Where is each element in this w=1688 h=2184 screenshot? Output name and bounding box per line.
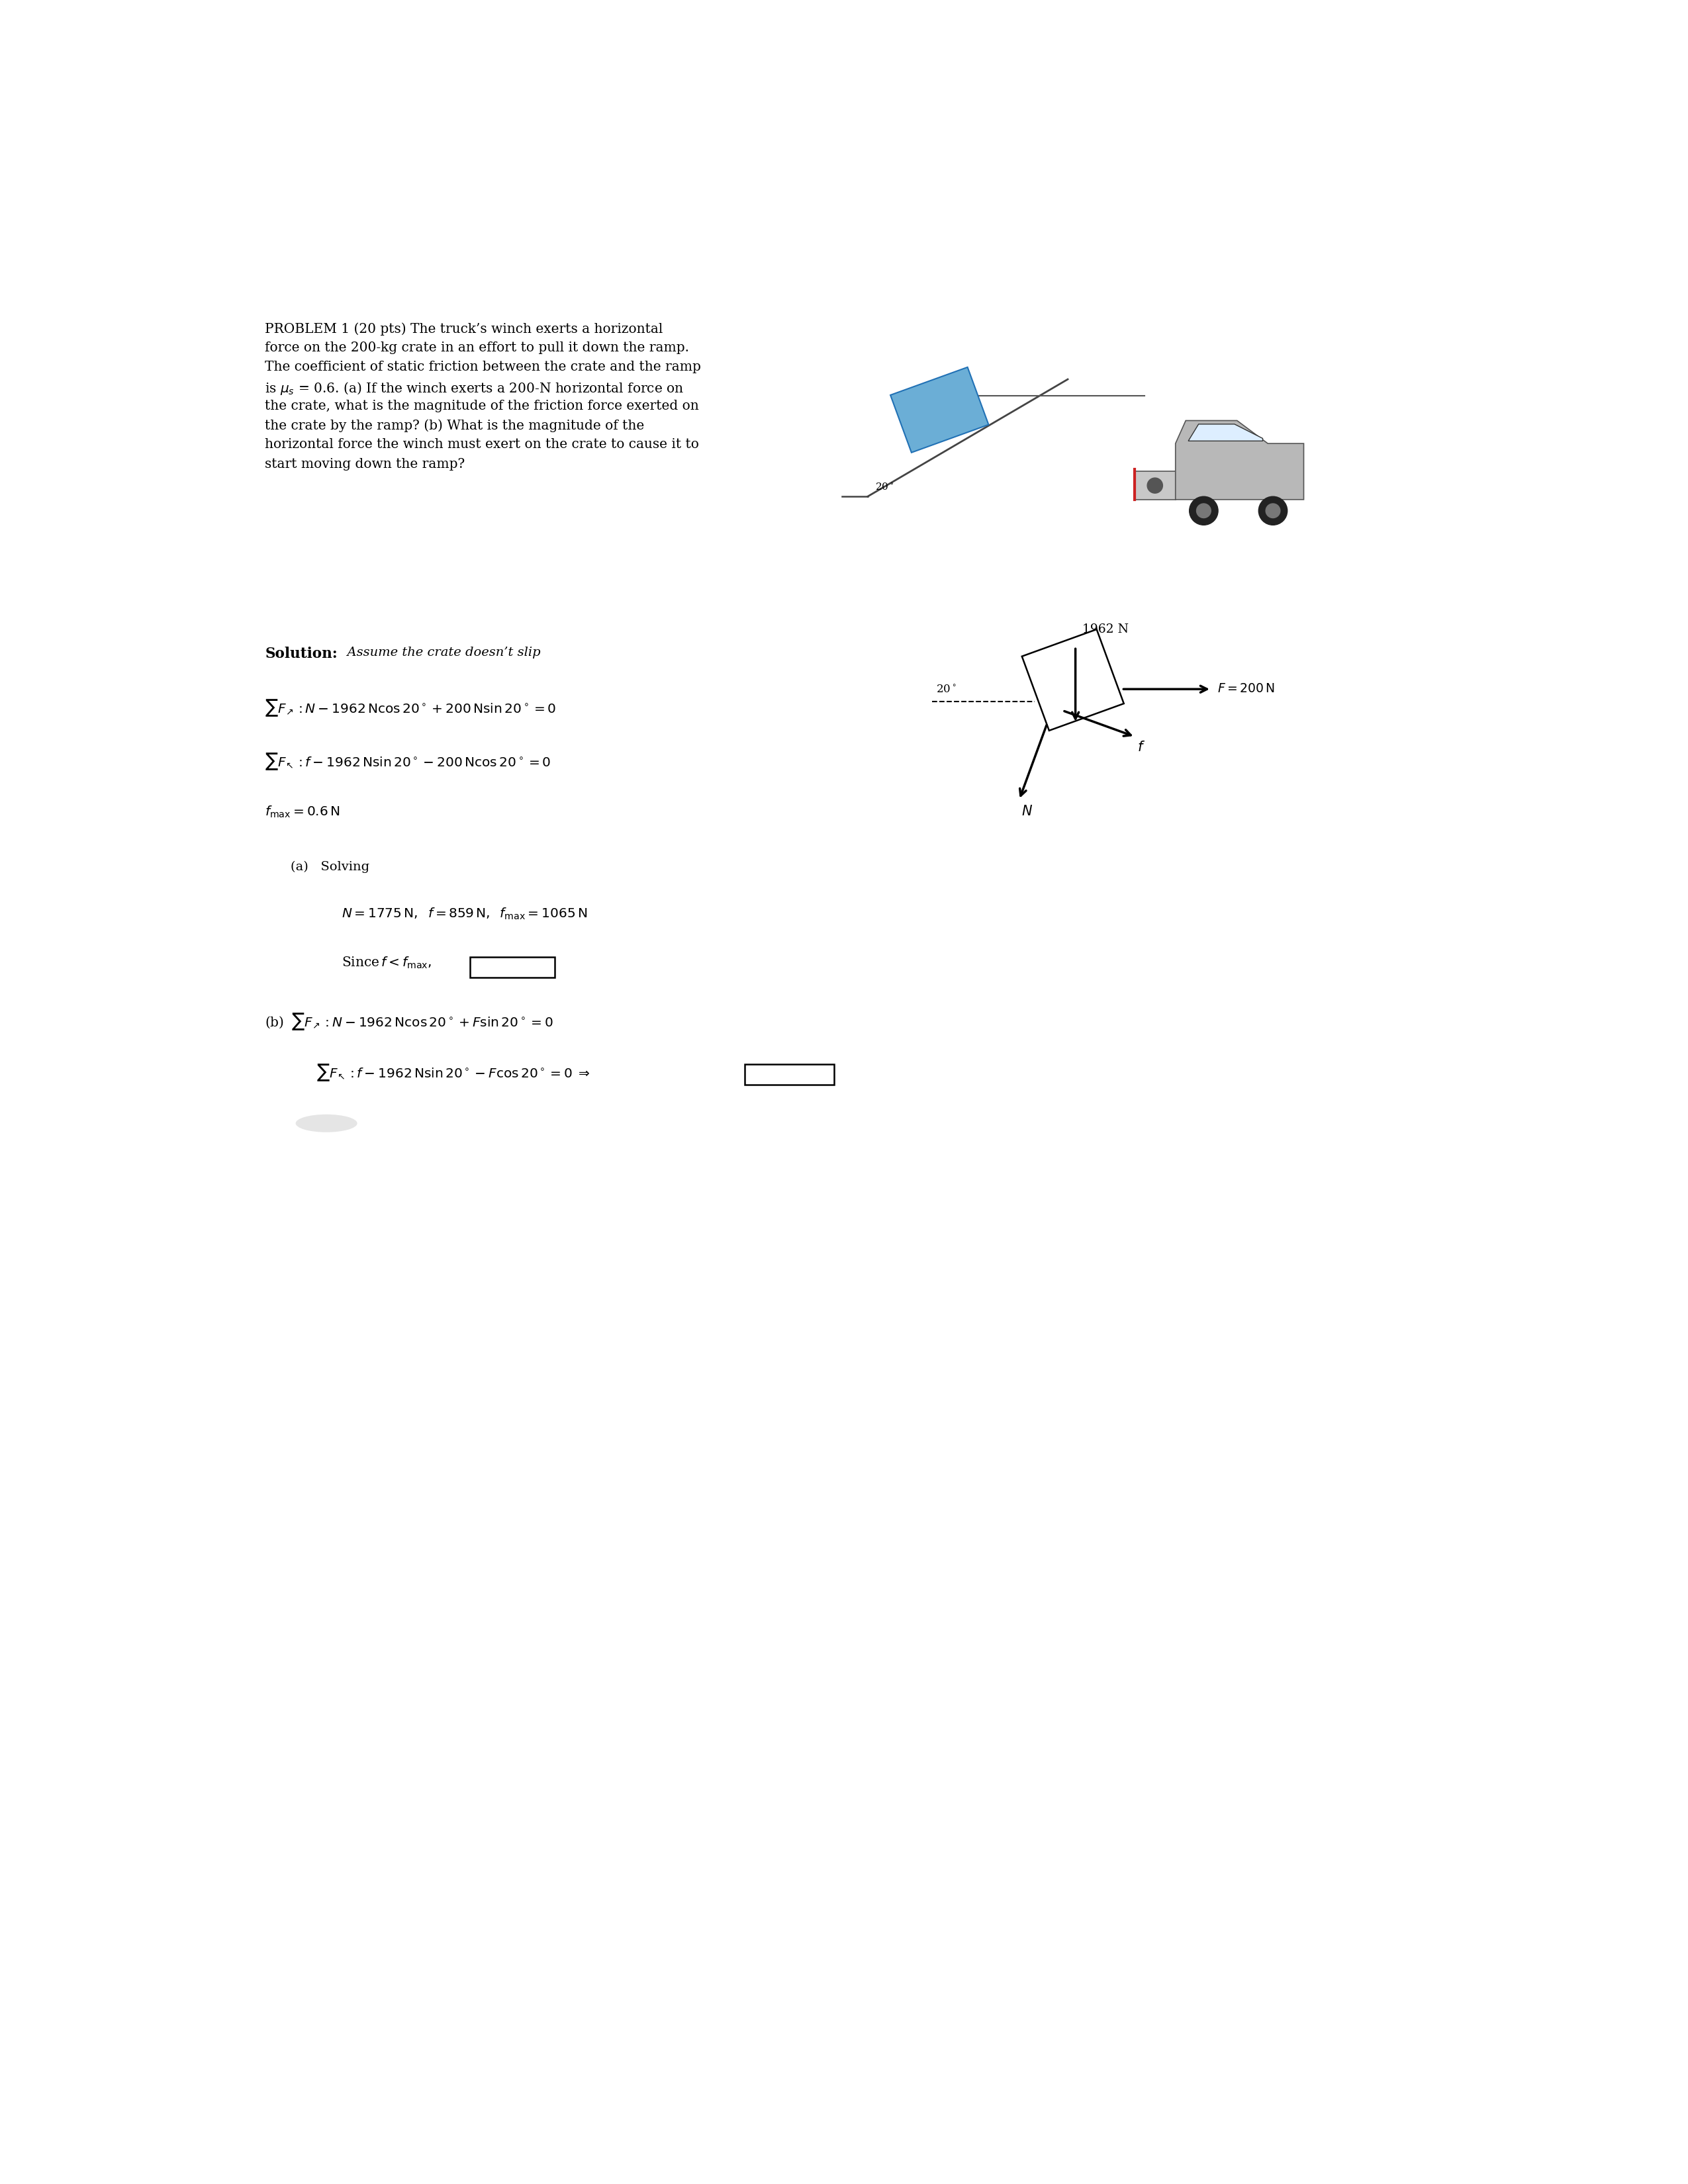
Text: $F = 380\,\mathrm{N}$: $F = 380\,\mathrm{N}$ — [758, 1068, 820, 1081]
Text: $N = 1775\,\mathrm{N},\;\; f = 859\,\mathrm{N},\;\; f_{\mathrm{max}} = 1065\,\ma: $N = 1775\,\mathrm{N},\;\; f = 859\,\mat… — [341, 906, 587, 922]
Text: force on the 200-kg crate in an effort to pull it down the ramp.: force on the 200-kg crate in an effort t… — [265, 341, 689, 354]
Text: the crate, what is the magnitude of the friction force exerted on: the crate, what is the magnitude of the … — [265, 400, 699, 413]
Text: $f = 859\,\mathrm{N}$: $f = 859\,\mathrm{N}$ — [483, 961, 542, 974]
Text: the crate by the ramp? (b) What is the magnitude of the: the crate by the ramp? (b) What is the m… — [265, 419, 645, 432]
Text: is $\mu_s$ = 0.6. (a) If the winch exerts a 200-N horizontal force on: is $\mu_s$ = 0.6. (a) If the winch exert… — [265, 380, 684, 395]
Text: start moving down the ramp?: start moving down the ramp? — [265, 459, 464, 470]
Polygon shape — [1134, 472, 1175, 500]
Circle shape — [1259, 496, 1288, 524]
Text: 1962 N: 1962 N — [1082, 622, 1129, 636]
Circle shape — [1266, 505, 1280, 518]
Text: PROBLEM 1 (20 pts) The truck’s winch exerts a horizontal: PROBLEM 1 (20 pts) The truck’s winch exe… — [265, 323, 663, 334]
Text: $\sum F_{\!\nwarrow} : f - 1962\,\mathrm{N}\sin 20^\circ - F\cos 20^\circ = 0 \;: $\sum F_{\!\nwarrow} : f - 1962\,\mathrm… — [316, 1061, 591, 1083]
Text: horizontal force the winch must exert on the crate to cause it to: horizontal force the winch must exert on… — [265, 439, 699, 450]
Text: $N$: $N$ — [1021, 806, 1033, 819]
Polygon shape — [1188, 424, 1263, 441]
Circle shape — [1148, 478, 1163, 494]
Text: (b) $\;\sum F_{\!\nearrow} : N - 1962\,\mathrm{N}\cos 20^\circ + F\sin 20^\circ : (b) $\;\sum F_{\!\nearrow} : N - 1962\,\… — [265, 1011, 554, 1031]
FancyBboxPatch shape — [469, 957, 555, 978]
Text: (a)   Solving: (a) Solving — [290, 860, 370, 874]
Text: $\sum F_{\!\nearrow} : N - 1962\,\mathrm{N}\cos 20^\circ + 200\,\mathrm{N}\sin 2: $\sum F_{\!\nearrow} : N - 1962\,\mathrm… — [265, 699, 557, 719]
Text: The coefficient of static friction between the crate and the ramp: The coefficient of static friction betwe… — [265, 360, 701, 373]
Polygon shape — [1021, 629, 1124, 732]
Text: 20$^\circ$: 20$^\circ$ — [876, 483, 895, 491]
Circle shape — [1197, 505, 1210, 518]
Polygon shape — [1175, 422, 1303, 500]
FancyBboxPatch shape — [744, 1064, 834, 1085]
Text: Since$\,f < f_{\mathrm{max}},$: Since$\,f < f_{\mathrm{max}},$ — [341, 954, 432, 970]
Text: $\sum F_{\!\nwarrow} : f - 1962\,\mathrm{N}\sin 20^\circ - 200\,\mathrm{N}\cos 2: $\sum F_{\!\nwarrow} : f - 1962\,\mathrm… — [265, 751, 550, 771]
Text: $f_{\mathrm{max}} = 0.6\,\mathrm{N}$: $f_{\mathrm{max}} = 0.6\,\mathrm{N}$ — [265, 806, 339, 819]
Circle shape — [1190, 496, 1219, 524]
Text: $F = 200\,\mathrm{N}$: $F = 200\,\mathrm{N}$ — [1217, 684, 1274, 695]
Ellipse shape — [295, 1114, 358, 1131]
Text: 20$^\circ$: 20$^\circ$ — [935, 684, 957, 695]
Text: Solution:: Solution: — [265, 646, 338, 662]
Polygon shape — [890, 367, 989, 452]
Text: $f$: $f$ — [1138, 740, 1146, 753]
Text: Assume the crate doesn’t slip: Assume the crate doesn’t slip — [339, 646, 540, 660]
